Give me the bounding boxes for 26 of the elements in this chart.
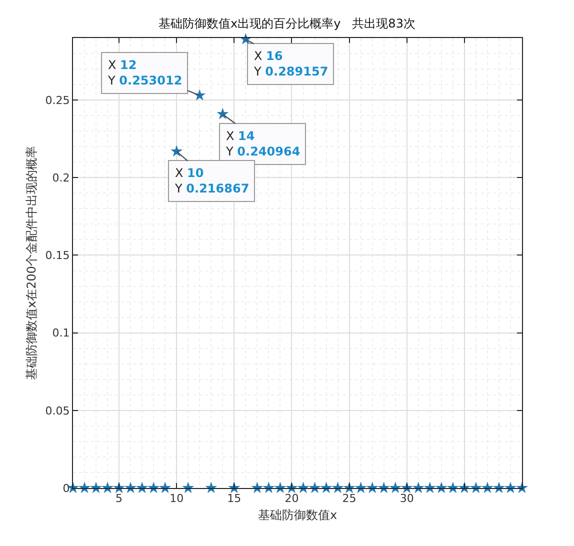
- x-axis-title: 基础防御数值x: [258, 508, 338, 522]
- chart-title: 基础防御数值x出现的百分比概率y 共出现83次: [158, 16, 416, 31]
- annotation: X 12 Y 0.253012: [107, 58, 182, 88]
- y-tick-label: 0.05: [45, 404, 70, 418]
- y-tick-label: 0.2: [52, 172, 70, 185]
- x-tick-label: 20: [284, 492, 299, 506]
- x-tick-label: 30: [400, 492, 414, 506]
- point: [78, 482, 90, 494]
- x-tick-label: 25: [342, 492, 356, 506]
- x-tick-label: 5: [116, 492, 123, 506]
- annotation: X 16 Y 0.289157: [253, 49, 328, 79]
- y-tick-label: 0: [62, 482, 70, 495]
- annotation: X 10 Y 0.216867: [174, 166, 250, 196]
- point: [297, 482, 310, 494]
- y-tick-label: 0.1: [52, 326, 70, 340]
- point: [389, 482, 402, 494]
- x-tick-label: 10: [170, 492, 184, 506]
- x-tick-label: 15: [227, 492, 242, 506]
- point: [354, 482, 367, 494]
- y-tick-label: 0.25: [45, 94, 70, 107]
- point: [378, 482, 390, 494]
- y-axis-title: 基础防御数值x在200个金配件中出现的概率: [24, 146, 39, 380]
- annotation: X 14 Y 0.240964: [225, 129, 300, 159]
- point: [366, 482, 378, 494]
- point: [308, 482, 321, 494]
- y-tick-label: 0.15: [45, 249, 70, 262]
